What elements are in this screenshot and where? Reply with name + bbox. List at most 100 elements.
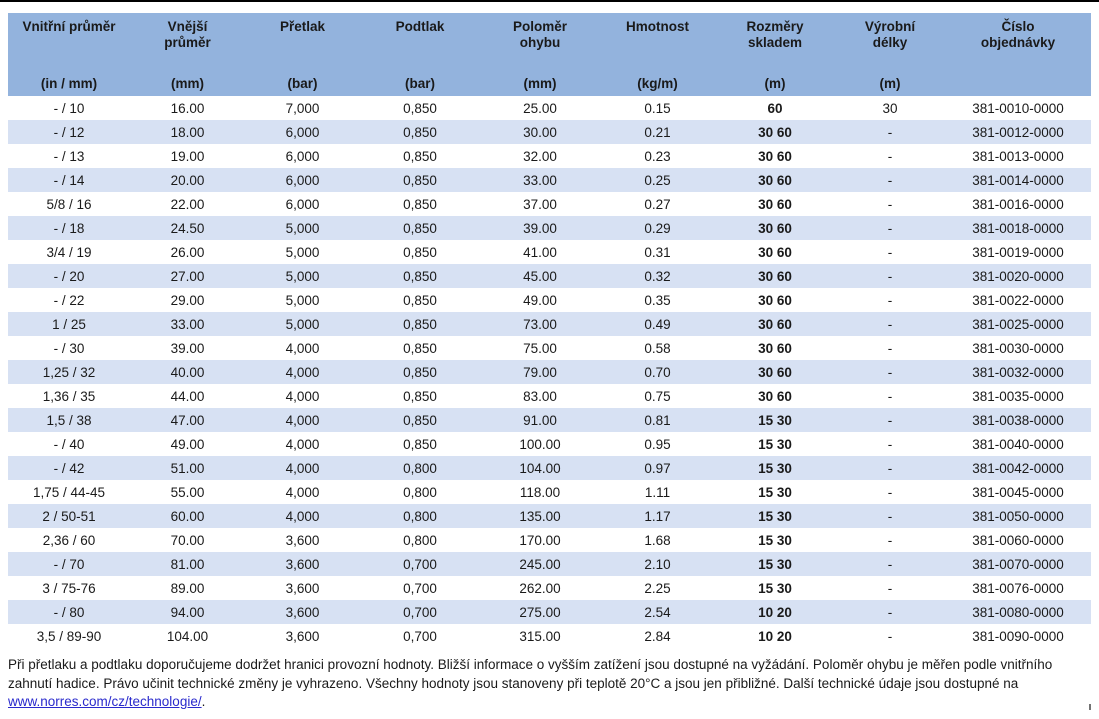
table-cell: - / 10 (53, 100, 85, 116)
table-cell: - / 22 (53, 292, 85, 308)
table-cell: 381-0090-0000 (972, 628, 1064, 644)
table-cell: 2.54 (644, 604, 671, 620)
column-header-label: Poloměr ohybu (512, 19, 567, 50)
table-cell: 3,600 (285, 556, 320, 572)
table-cell: 40.00 (170, 364, 205, 380)
table-cell: 381-0013-0000 (972, 148, 1064, 164)
table-cell: - (887, 244, 893, 260)
table-cell: 15 30 (758, 532, 792, 548)
table-cell: 30 60 (758, 172, 792, 188)
table-cell: 104.00 (166, 628, 209, 644)
technology-link[interactable]: www.norres.com/cz/technologie/ (8, 694, 202, 709)
table-cell: 5/8 / 16 (46, 196, 92, 212)
table-cell: 5,000 (285, 268, 320, 284)
footer-note: Při přetlaku a podtlaku doporučujeme dod… (8, 656, 1088, 712)
table-cell: 0,850 (403, 388, 437, 404)
column-header-unit (947, 76, 1089, 91)
table-row: 1,75 / 44-45 55.00 4,000 0,800 118.00 1.11 15 … (8, 480, 1091, 504)
table-cell: 381-0025-0000 (972, 316, 1064, 332)
table-cell: - / 42 (53, 460, 85, 476)
footer-text-period: . (201, 694, 206, 709)
table-cell: 381-0030-0000 (972, 340, 1064, 356)
table-cell: - / 12 (53, 124, 85, 140)
column-header-label: Rozměry skladem (746, 19, 804, 50)
table-body: - / 10 16.00 7,000 0,850 25.00 0.15 60 30 381-00… (8, 96, 1091, 648)
table-cell: 0,850 (403, 244, 437, 260)
table-cell: 89.00 (170, 580, 205, 596)
table-cell: 39.00 (523, 220, 557, 236)
table-cell: 381-0080-0000 (972, 604, 1064, 620)
table-cell: 15 30 (758, 556, 792, 572)
table-cell: 0.58 (644, 340, 671, 356)
table-cell: 1.17 (644, 508, 671, 524)
table-cell: 16.00 (170, 100, 205, 116)
footer-text: Při přetlaku a podtlaku doporučujeme dod… (8, 657, 1053, 691)
table-cell: 1,25 / 32 (42, 364, 96, 380)
table-cell: 0,800 (403, 508, 437, 524)
table-cell: 15 30 (758, 484, 792, 500)
table-cell: 4,000 (285, 364, 320, 380)
table-cell: 381-0014-0000 (972, 172, 1064, 188)
table-cell: - (887, 436, 893, 452)
table-cell: 0,700 (403, 580, 437, 596)
table-cell: 381-0045-0000 (972, 484, 1064, 500)
table-cell: 5,000 (285, 220, 320, 236)
table-cell: 3,600 (285, 604, 320, 620)
table-cell: 4,000 (285, 436, 320, 452)
table-cell: 118.00 (519, 484, 561, 500)
table-cell: 2.25 (644, 580, 671, 596)
table-cell: 0.29 (644, 220, 671, 236)
table-cell: 0,850 (403, 148, 437, 164)
table-cell: 3 / 75-76 (42, 580, 96, 596)
table-cell: 47.00 (170, 412, 205, 428)
column-header: Vnitřní průměr (in / mm) (8, 13, 130, 96)
table-row: 3 / 75-76 89.00 3,600 0,700 262.00 2.25 15 30 -… (8, 576, 1091, 600)
table-cell: 27.00 (170, 268, 205, 284)
table-cell: 170.00 (519, 532, 561, 548)
table-row: 1,36 / 35 44.00 4,000 0,850 83.00 0.75 30 60 - 3… (8, 384, 1091, 408)
table-cell: 0,800 (403, 460, 437, 476)
column-header: Přetlak (bar) (245, 13, 360, 96)
table-row: - / 30 39.00 4,000 0,850 75.00 0.58 30 60 - 381-… (8, 336, 1091, 360)
table-cell: 10 20 (758, 628, 792, 644)
column-header-unit: (in / mm) (40, 76, 98, 91)
column-header-label: Vnitřní průměr (22, 19, 116, 34)
table-cell: 15 30 (758, 436, 792, 452)
table-cell: - (887, 316, 893, 332)
table-row: - / 70 81.00 3,600 0,700 245.00 2.10 15 30 - 381… (8, 552, 1091, 576)
column-header-unit: (m) (764, 76, 786, 91)
column-header: Podtlak (bar) (360, 13, 480, 96)
table-row: - / 80 94.00 3,600 0,700 275.00 2.54 10 20 - 381… (8, 600, 1091, 624)
table-cell: 79.00 (523, 364, 557, 380)
table-cell: 29.00 (170, 292, 205, 308)
table-cell: 1.11 (644, 484, 671, 500)
table-cell: 19.00 (170, 148, 205, 164)
table-cell: 3,5 / 89-90 (36, 628, 102, 644)
table-cell: - / 13 (53, 148, 85, 164)
table-row: 1,25 / 32 40.00 4,000 0,850 79.00 0.70 30 60 - 3… (8, 360, 1091, 384)
table-cell: - / 40 (53, 436, 85, 452)
table-cell: 0,850 (403, 124, 437, 140)
table-cell: 315.00 (519, 628, 561, 644)
table-cell: 100.00 (519, 436, 561, 452)
table-cell: 10 20 (758, 604, 792, 620)
column-header-unit: (mm) (523, 76, 557, 91)
table-row: 3/4 / 19 26.00 5,000 0,850 41.00 0.31 30 60 - 38… (8, 240, 1091, 264)
table-cell: 15 30 (758, 580, 792, 596)
column-header: Číslo objednávky (945, 13, 1091, 96)
table-cell: 2,36 / 60 (42, 532, 96, 548)
table-cell: 30 60 (758, 148, 792, 164)
table-cell: - (887, 580, 893, 596)
table-cell: 49.00 (170, 436, 205, 452)
table-cell: 55.00 (170, 484, 205, 500)
table-cell: 4,000 (285, 484, 320, 500)
table-cell: 104.00 (519, 460, 561, 476)
table-cell: 4,000 (285, 412, 320, 428)
table-cell: - (887, 292, 893, 308)
table-cell: 381-0020-0000 (972, 268, 1064, 284)
table-cell: - / 18 (53, 220, 85, 236)
table-cell: 30 60 (758, 124, 792, 140)
table-cell: 32.00 (523, 148, 557, 164)
table-cell: 3/4 / 19 (46, 244, 92, 260)
table-cell: 0.21 (644, 124, 671, 140)
